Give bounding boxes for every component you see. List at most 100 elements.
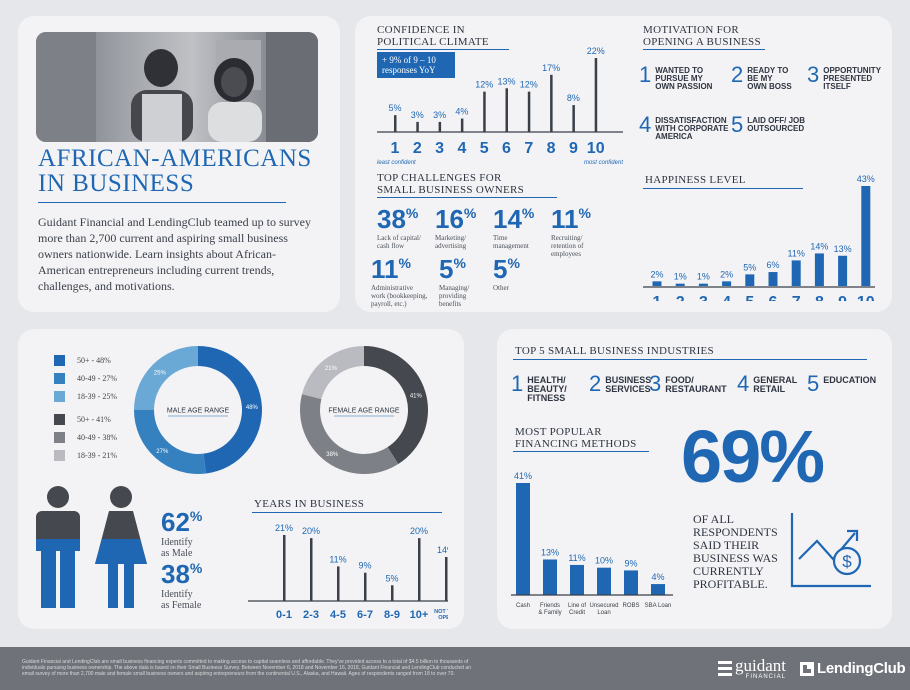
industry-item-line: FITNESS	[527, 393, 566, 403]
motivation-item: 1 WANTED TO PURSUE MY OWN PASSION	[639, 64, 712, 91]
confidence-divider	[377, 49, 509, 50]
confidence-bar	[505, 88, 508, 132]
guidant-logo: guidant FINANCIAL	[718, 657, 786, 681]
happiness-bar-label: 1%	[674, 272, 687, 282]
industry-item-text: BUSINESS SERVICES	[605, 376, 651, 394]
financing-divider	[513, 451, 649, 452]
happiness-bar-label: 2%	[650, 269, 663, 279]
motivation-item-line: LAID OFF/ JOB	[747, 116, 806, 125]
challenge-label: Other	[493, 284, 555, 292]
years-chart: 21% 0-1 20% 2-3 11% 4-5 9% 6-7 5% 8-9 20% 10+ 14% NOT…	[248, 523, 448, 621]
challenge-value: 16%	[435, 204, 477, 234]
challenge-value-number: 11	[371, 254, 399, 284]
motivation-item: 5 LAID OFF/ JOB OUTSOURCED	[731, 114, 805, 136]
financing-bar-label: 13%	[541, 547, 559, 557]
confidence-badge-line2: responses YoY	[382, 65, 436, 75]
financing-tick-label-line1: SBA Loan	[645, 603, 672, 609]
industry-item-line: BUSINESS	[605, 375, 652, 385]
financing-title-line1: MOST POPULAR	[515, 426, 602, 438]
confidence-bar	[594, 58, 598, 132]
title-divider	[38, 202, 286, 203]
financing-title-line2: FINANCING METHODS	[515, 438, 637, 450]
industry-item: 4 GENERAL RETAIL	[737, 373, 797, 395]
confidence-tick-label: 1	[391, 140, 400, 157]
female-age-donut-slice	[302, 346, 364, 400]
confidence-bar-label: 3%	[433, 110, 446, 120]
happiness-tick-label: 6	[769, 294, 778, 301]
confidence-tick-label: 2	[413, 140, 422, 157]
female-stat-label-line2: as Female	[161, 600, 202, 611]
hero-photo-illustration	[36, 32, 318, 142]
years-bar-label: 11%	[329, 554, 346, 564]
male-stat-value: 62	[161, 507, 190, 537]
years-bar-label: 9%	[358, 561, 371, 571]
motivation-item-line: OWN PASSION	[655, 82, 713, 91]
confidence-bar-label: 5%	[388, 103, 401, 113]
profitable-line6: PROFITABLE.	[693, 577, 768, 591]
challenge-value: 14%	[493, 204, 535, 234]
confidence-bar-label: 12%	[520, 80, 538, 90]
happiness-tick-label: 9	[838, 294, 847, 301]
happiness-bar	[652, 281, 662, 286]
female-figure-icon	[95, 486, 147, 608]
challenge-label-line: Marketing/	[435, 234, 467, 242]
motivation-divider	[643, 49, 765, 50]
years-bar	[418, 538, 421, 601]
confidence-bar	[438, 121, 442, 132]
footer-disclaimer: Guidant Financial and LendingClub are sm…	[22, 659, 672, 677]
confidence-tick-label: 4	[457, 140, 466, 157]
hero-photo	[36, 32, 318, 142]
age-legend-row: 18-39 - 25%	[54, 391, 117, 402]
challenge-label-line: Managing/	[439, 284, 470, 292]
motivation-title-line2: OPENING A BUSINESS	[643, 36, 761, 48]
age-legend-row: 50+ - 41%	[54, 414, 111, 425]
age-legend-swatch	[54, 373, 65, 384]
industry-item: 3 FOOD/RESTAURANT	[649, 373, 727, 395]
financing-tick-label-line2: Credit	[569, 610, 585, 616]
confidence-bar	[416, 121, 419, 132]
female-age-donut-slice	[364, 346, 428, 465]
challenges-divider	[377, 197, 557, 198]
happiness-bar-label: 43%	[857, 174, 875, 184]
lendingclub-logo-name: LendingClub	[817, 660, 906, 677]
industry-item-line: EDUCATION	[823, 375, 877, 385]
growth-dollar-icon: $	[790, 513, 871, 588]
female-age-donut-slice-label: 41%	[410, 393, 423, 399]
motivation-item-text: DISSATISFACTION WITH CORPORATE AMERICA	[655, 117, 728, 141]
female-age-donut: 41% 38% 21% FEMALE AGE RANGE	[300, 346, 428, 474]
challenge-label-line: Recruiting/	[551, 234, 583, 242]
business-card: TOP 5 SMALL BUSINESS INDUSTRIES 1 HEALTH/…	[497, 329, 892, 629]
profitable-line5: CURRENTLY	[693, 564, 764, 578]
motivation-item-number: 1	[639, 62, 652, 87]
motivation-item-number: 4	[639, 112, 652, 137]
financing-bar	[570, 564, 584, 595]
happiness-bar	[745, 274, 755, 286]
confidence-bar	[460, 118, 464, 132]
confidence-bar-label: 4%	[455, 107, 468, 117]
happiness-bar	[675, 283, 685, 286]
years-bar	[337, 566, 340, 601]
industry-item: 1 HEALTH/BEAUTY/FITNESS	[511, 373, 567, 403]
years-bar	[364, 572, 367, 601]
motivation-item-line: OUTSOURCED	[747, 124, 805, 133]
years-tick-label: 10+	[410, 609, 429, 621]
financing-bar-label: 9%	[624, 558, 637, 568]
challenge-label-line: Administrative	[371, 284, 413, 292]
industry-item-text: GENERAL RETAIL	[753, 376, 797, 394]
confidence-badge: + 9% of 9 – 10 responses YoY	[377, 52, 455, 78]
footer-line3: email survey of more than 2,700 male and…	[22, 671, 455, 677]
profitable-line2: RESPONDENTS	[693, 525, 778, 539]
confidence-bar-label: 12%	[475, 80, 493, 90]
confidence-bar	[572, 105, 575, 132]
male-age-donut-title: MALE AGE RANGE	[167, 408, 230, 415]
guidant-mark-icon	[718, 661, 732, 676]
financing-tick-label-line1: Cash	[516, 603, 530, 609]
motivation-item-line: ITSELF	[823, 82, 851, 91]
confidence-title-line1: CONFIDENCE IN	[377, 24, 465, 36]
motivation-item-number: 3	[807, 62, 820, 87]
page-title: AFRICAN-AMERICANS IN BUSINESS	[38, 146, 312, 196]
industry-item-number: 4	[737, 371, 750, 396]
industry-item-line: BEAUTY/	[527, 384, 567, 394]
confidence-tick-label: 8	[547, 140, 556, 157]
age-legend-row: 40-49 - 27%	[54, 373, 117, 384]
